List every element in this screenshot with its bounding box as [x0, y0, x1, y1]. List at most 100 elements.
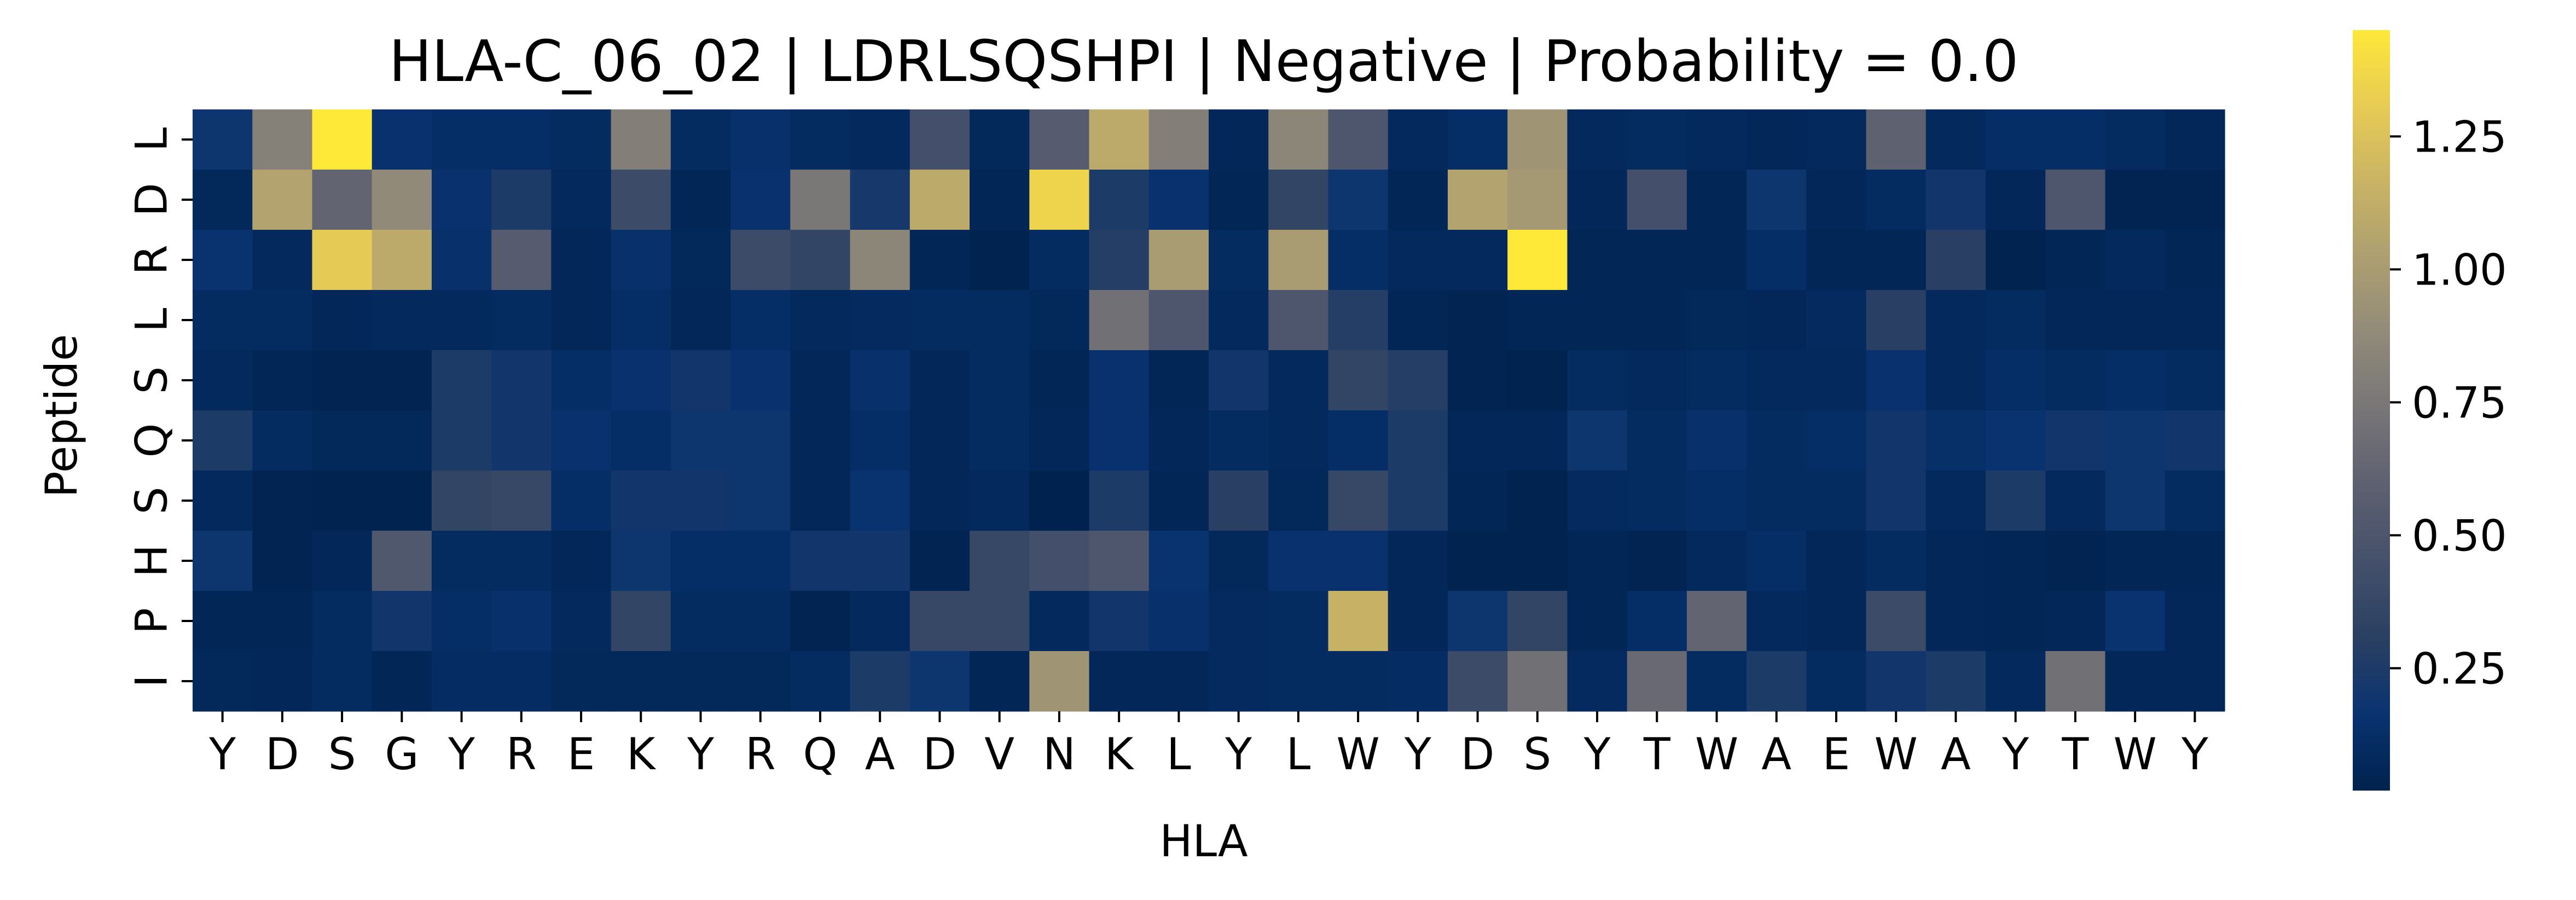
heatmap-cell: [1507, 471, 1568, 531]
x-tick-label: D: [1461, 729, 1495, 780]
heatmap-cell: [850, 170, 910, 230]
heatmap-cell: [910, 591, 970, 652]
heatmap-cell: [252, 170, 312, 230]
heatmap-cell: [2105, 109, 2166, 170]
x-tick-label: D: [923, 729, 957, 780]
heatmap-cell: [1029, 170, 1089, 230]
heatmap-cell: [1209, 410, 1269, 471]
x-tick-label: K: [626, 729, 657, 780]
heatmap-cell: [671, 410, 731, 471]
heatmap-cell: [730, 531, 791, 591]
heatmap-cell: [1986, 290, 2046, 351]
heatmap-cell: [432, 109, 492, 170]
heatmap-cell: [551, 109, 611, 170]
heatmap-cell: [2105, 350, 2166, 411]
heatmap-cell: [970, 290, 1030, 351]
x-tick-label: S: [328, 729, 356, 780]
heatmap-cell: [1149, 350, 1209, 411]
heatmap-cell: [312, 290, 372, 351]
heatmap-cell: [2165, 410, 2225, 471]
heatmap-cell: [970, 471, 1030, 531]
heatmap-cell: [1747, 471, 1807, 531]
heatmap-cell: [193, 109, 253, 170]
heatmap-cell: [1149, 471, 1209, 531]
heatmap-cell: [252, 350, 312, 411]
x-tick-label: A: [1761, 729, 1791, 780]
heatmap-cell: [1926, 410, 1986, 471]
heatmap-cell: [1268, 591, 1328, 652]
heatmap-cell: [1866, 591, 1927, 652]
heatmap-cell: [671, 591, 731, 652]
heatmap-cell: [1089, 109, 1150, 170]
heatmap-cell: [252, 290, 312, 351]
heatmap-cell: [1567, 471, 1627, 531]
heatmap-cell: [2105, 170, 2166, 230]
heatmap-cell: [1747, 290, 1807, 351]
heatmap-cell: [372, 591, 432, 652]
heatmap-cell: [970, 651, 1030, 712]
x-tick-label: Y: [2181, 729, 2209, 780]
heatmap-cell: [671, 290, 731, 351]
heatmap-cell: [432, 591, 492, 652]
y-tick-label: Q: [126, 423, 177, 458]
heatmap-cell: [1448, 109, 1508, 170]
heatmap-cell: [1029, 531, 1089, 591]
x-tick-label: E: [567, 729, 595, 780]
heatmap-cell: [1448, 350, 1508, 411]
heatmap-cell: [1986, 651, 2046, 712]
heatmap-cell: [551, 531, 611, 591]
heatmap-cell: [1926, 651, 1986, 712]
x-tick-label: W: [2114, 729, 2157, 780]
x-tick-label: L: [1286, 729, 1311, 780]
heatmap-cell: [1567, 290, 1627, 351]
heatmap-cell: [312, 531, 372, 591]
heatmap-cell: [1149, 290, 1209, 351]
heatmap-cell: [1448, 170, 1508, 230]
y-axis-label: Peptide: [36, 334, 87, 498]
heatmap-cell: [1806, 350, 1866, 411]
heatmap-cell: [1627, 170, 1687, 230]
heatmap-cell: [1448, 651, 1508, 712]
heatmap-cell: [1507, 170, 1568, 230]
heatmap-cell: [1806, 230, 1866, 291]
heatmap-cell: [2045, 410, 2105, 471]
heatmap-cell: [1029, 109, 1089, 170]
heatmap-cell: [970, 170, 1030, 230]
x-tick-label: Y: [448, 729, 475, 780]
heatmap-cell: [1448, 531, 1508, 591]
heatmap-cell: [1209, 591, 1269, 652]
heatmap-cell: [850, 350, 910, 411]
heatmap-cell: [2045, 230, 2105, 291]
heatmap-cell: [252, 109, 312, 170]
heatmap-cell: [1089, 350, 1150, 411]
y-tick-label: S: [126, 367, 177, 394]
colorbar-tick-label: 1.25: [2412, 113, 2507, 162]
heatmap-cell: [1268, 651, 1328, 712]
heatmap-cell: [193, 230, 253, 291]
heatmap-cell: [1268, 410, 1328, 471]
heatmap-cell: [611, 290, 671, 351]
chart-title: HLA-C_06_02 | LDRLSQSHPI | Negative | Pr…: [389, 28, 2019, 95]
heatmap-cell: [1866, 471, 1927, 531]
heatmap-cell: [1328, 651, 1388, 712]
heatmap-cell: [193, 350, 253, 411]
heatmap-cell: [790, 651, 850, 712]
heatmap-cell: [193, 591, 253, 652]
heatmap-cell: [850, 290, 910, 351]
heatmap-cell: [1567, 651, 1627, 712]
heatmap-cell: [730, 471, 791, 531]
heatmap-cell: [1507, 290, 1568, 351]
heatmap-cell: [551, 651, 611, 712]
heatmap-cell: [1747, 531, 1807, 591]
heatmap-cell: [1747, 350, 1807, 411]
heatmap-cell: [1926, 170, 1986, 230]
heatmap-cell: [790, 350, 850, 411]
colorbar-tick-label: 0.50: [2412, 512, 2507, 561]
heatmap-cell: [1209, 471, 1269, 531]
heatmap-cell: [1926, 350, 1986, 411]
heatmap-cell: [1089, 471, 1150, 531]
heatmap-cell: [1866, 410, 1927, 471]
heatmap-cell: [1747, 170, 1807, 230]
heatmap-cell: [1029, 591, 1089, 652]
heatmap-cell: [491, 290, 552, 351]
